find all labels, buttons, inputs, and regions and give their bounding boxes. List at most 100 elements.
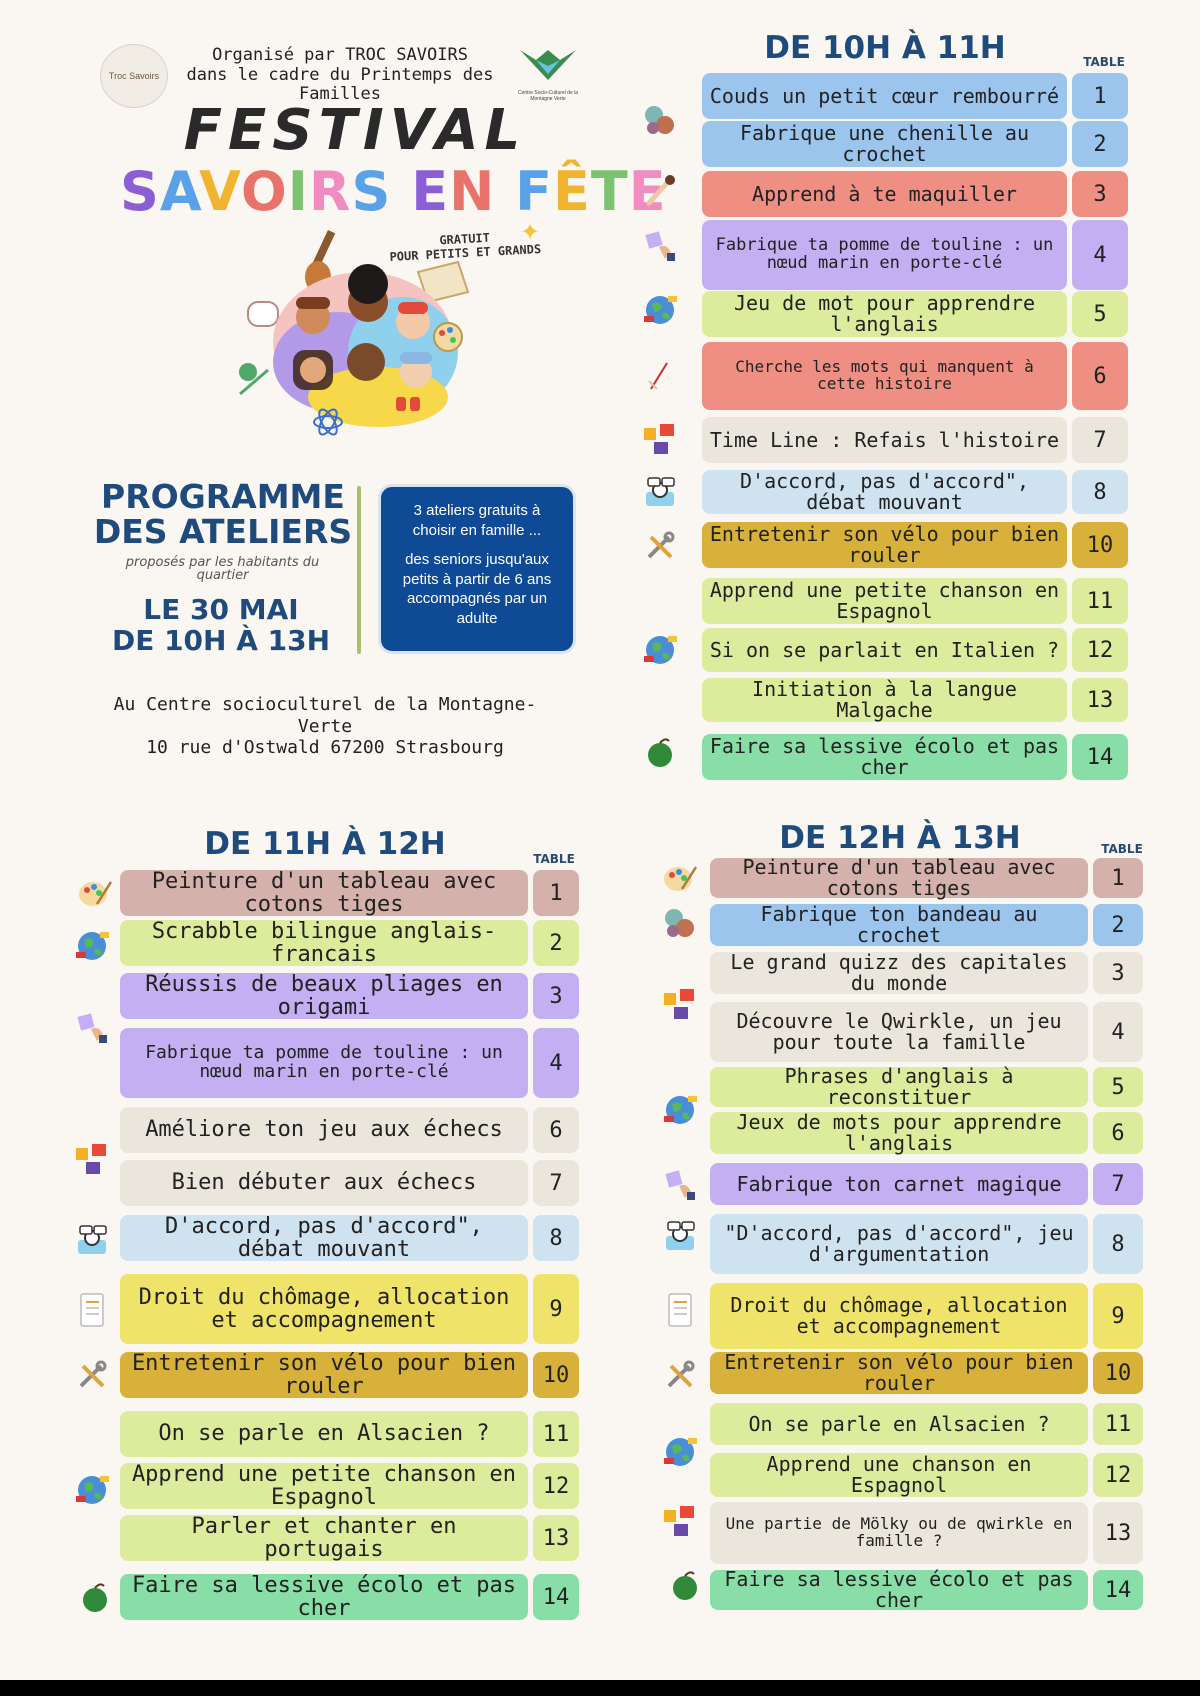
workshop-row: Parler et chanter en portugais 13 [120, 1515, 579, 1561]
table-number: 14 [1072, 734, 1128, 780]
table-number: 11 [1093, 1403, 1143, 1445]
workshop-row: Fabrique ton carnet magique 7 [710, 1163, 1143, 1205]
table-number: 8 [1072, 470, 1128, 514]
globe-icon [74, 928, 110, 964]
puzzle-icon [74, 1142, 110, 1178]
workshop-label: Fabrique ton bandeau au crochet [710, 904, 1088, 946]
table-number: 2 [1093, 904, 1143, 946]
centre-logo: Centre Socio-Culturel de la Montagne Ver… [516, 46, 580, 101]
palette-icon [662, 860, 698, 896]
workshop-row: Faire sa lessive écolo et pas cher 14 [710, 1569, 1143, 1611]
subtitle-letter: I [287, 160, 309, 223]
workshop-row: Droit du chômage, allocation et accompag… [710, 1283, 1143, 1349]
tools-icon [642, 528, 678, 564]
apple-icon [642, 734, 678, 770]
puzzle-icon [662, 987, 698, 1023]
yarn-icon [642, 102, 678, 138]
table-number: 6 [1072, 342, 1128, 410]
workshop-row: Scrabble bilingue anglais-francais 2 [120, 920, 579, 966]
table-number: 1 [533, 870, 579, 916]
workshop-row: Time Line : Refais l'histoire 7 [702, 417, 1128, 463]
tools-icon [74, 1357, 110, 1393]
workshop-label: Apprend une petite chanson en Espagnol [702, 578, 1067, 624]
table-number: 7 [1093, 1163, 1143, 1205]
workshop-label: Jeu de mot pour apprendre l'anglais [702, 291, 1067, 337]
workshop-label: Fabrique ta pomme de touline : un nœud m… [120, 1028, 528, 1098]
table-number: 5 [1093, 1067, 1143, 1107]
table-number: 13 [1093, 1502, 1143, 1564]
workshop-label: Une partie de Mölky ou de qwirkle en fam… [710, 1502, 1088, 1564]
table-number: 14 [533, 1574, 579, 1620]
workshop-label: Le grand quizz des capitales du monde [710, 952, 1088, 994]
subtitle-letter: T [590, 160, 629, 223]
table-number: 1 [1093, 858, 1143, 898]
workshop-row: Apprend à te maquiller 3 [702, 171, 1128, 217]
workshop-row: On se parle en Alsacien ? 11 [710, 1403, 1143, 1445]
table-number: 6 [1093, 1112, 1143, 1154]
workshop-row: Faire sa lessive écolo et pas cher 14 [702, 734, 1128, 780]
workshop-label: Peinture d'un tableau avec cotons tiges [120, 870, 528, 916]
workshop-label: Droit du chômage, allocation et accompag… [710, 1283, 1088, 1349]
workshop-label: Faire sa lessive écolo et pas cher [710, 1569, 1088, 1611]
pen-icon [642, 358, 678, 394]
hand-icon [74, 1010, 110, 1046]
chat-icon [642, 474, 678, 510]
table-number: 11 [533, 1411, 579, 1457]
session2-title: DE 11H À 12H [204, 826, 446, 862]
table-number: 9 [1093, 1283, 1143, 1349]
session3-table-label: TABLE [1101, 842, 1143, 856]
table-number: 3 [1072, 171, 1128, 217]
workshop-label: D'accord, pas d'accord", débat mouvant [702, 470, 1067, 514]
workshop-row: Apprend une petite chanson en Espagnol 12 [120, 1463, 579, 1509]
workshop-label: On se parle en Alsacien ? [710, 1403, 1088, 1445]
workshop-label: Parler et chanter en portugais [120, 1515, 528, 1561]
workshop-row: Une partie de Mölky ou de qwirkle en fam… [710, 1502, 1143, 1564]
workshop-label: Réussis de beaux pliages en origami [120, 973, 528, 1019]
table-number: 13 [1072, 678, 1128, 722]
workshop-label: Faire sa lessive écolo et pas cher [702, 734, 1067, 780]
workshop-row: Apprend une petite chanson en Espagnol 11 [702, 578, 1128, 624]
sparkle-icon: ✦ [520, 219, 541, 246]
workshop-row: On se parle en Alsacien ? 11 [120, 1411, 579, 1457]
subtitle-letter: V [199, 160, 241, 223]
workshop-label: D'accord, pas d'accord", débat mouvant [120, 1215, 528, 1261]
workshop-label: Couds un petit cœur rembourré [702, 73, 1067, 119]
workshop-row: Jeux de mots pour apprendre l'anglais 6 [710, 1112, 1143, 1154]
puzzle-icon [662, 1504, 698, 1540]
workshop-label: Cherche les mots qui manquent à cette hi… [702, 342, 1067, 410]
workshop-label: Fabrique ton carnet magique [710, 1163, 1088, 1205]
subtitle-letter: O [240, 160, 288, 223]
info-box: 3 ateliers gratuits à choisir en famille… [378, 484, 576, 654]
workshop-label: Entretenir son vélo pour bien rouler [702, 522, 1067, 568]
workshop-row: Fabrique ta pomme de touline : un nœud m… [702, 220, 1128, 290]
workshop-label: On se parle en Alsacien ? [120, 1411, 528, 1457]
workshop-row: Droit du chômage, allocation et accompag… [120, 1274, 579, 1344]
subtitle-letter: A [159, 160, 200, 223]
workshop-label: Si on se parlait en Italien ? [702, 628, 1067, 672]
table-number: 5 [1072, 291, 1128, 337]
workshop-row: Peinture d'un tableau avec cotons tiges 1 [120, 870, 579, 916]
apple-icon [77, 1579, 113, 1615]
globe-icon [74, 1472, 110, 1508]
table-number: 4 [1072, 220, 1128, 290]
table-number: 10 [1072, 522, 1128, 568]
workshop-row: Couds un petit cœur rembourré 1 [702, 73, 1128, 119]
session1-table-label: TABLE [1083, 55, 1125, 69]
organizer-text: Organisé par TROC SAVOIRS dans le cadre … [186, 45, 494, 105]
table-number: 7 [1072, 417, 1128, 463]
subtitle-letter [495, 160, 515, 223]
workshop-label: Time Line : Refais l'histoire [702, 417, 1067, 463]
families-illustration [239, 229, 470, 436]
workshop-row: Entretenir son vélo pour bien rouler 10 [710, 1352, 1143, 1394]
palette-icon [77, 875, 113, 911]
subtitle-letter: R [308, 160, 352, 223]
table-number: 13 [533, 1515, 579, 1561]
workshop-row: Bien débuter aux échecs 7 [120, 1160, 579, 1206]
workshop-label: Faire sa lessive écolo et pas cher [120, 1574, 528, 1620]
workshop-row: "D'accord, pas d'accord", jeu d'argument… [710, 1214, 1143, 1274]
workshop-label: Jeux de mots pour apprendre l'anglais [710, 1112, 1088, 1154]
table-number: 12 [1093, 1453, 1143, 1497]
table-number: 12 [1072, 628, 1128, 672]
workshop-label: Scrabble bilingue anglais-francais [120, 920, 528, 966]
table-number: 4 [533, 1028, 579, 1098]
